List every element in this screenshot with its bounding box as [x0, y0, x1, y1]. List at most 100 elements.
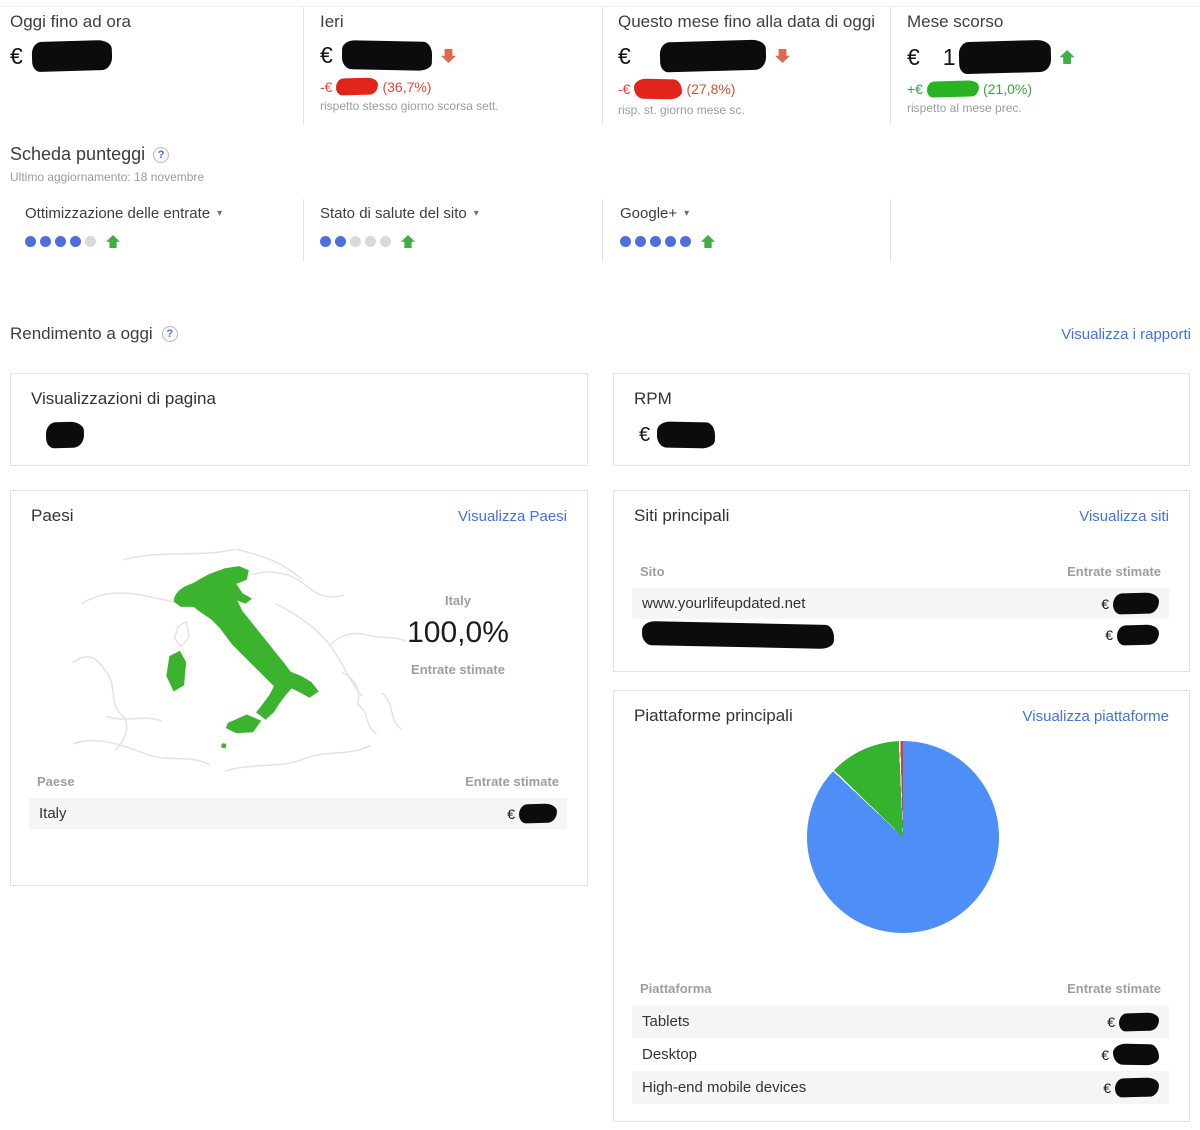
scorecard-header: Scheda punteggi ? Ultimo aggiornamento: …: [10, 144, 204, 184]
stat-delta: -€ (27,8%): [618, 78, 890, 100]
table-header: Paese Entrate stimate: [29, 774, 567, 798]
score-dot-empty: [365, 236, 376, 247]
sicily-shape: [225, 714, 262, 734]
island-dot: [221, 743, 227, 749]
card-title: Paesi: [31, 506, 74, 525]
table-row: High-end mobile devices €: [632, 1071, 1169, 1104]
country-info: Italy 100,0% Entrate stimate: [363, 593, 553, 677]
scorecard-item-googleplus: Google+ ▾: [602, 199, 890, 262]
score-dot-filled: [320, 236, 331, 247]
table-header: Sito Entrate stimate: [632, 564, 1169, 588]
score-dots: [620, 235, 890, 248]
redacted-delta: [926, 80, 980, 98]
stat-note: risp. st. giorno mese sc.: [618, 103, 745, 117]
view-countries-link[interactable]: Visualizza Paesi: [458, 508, 567, 525]
chevron-down-icon: ▾: [684, 208, 690, 219]
redacted-value: [659, 39, 767, 73]
currency-symbol: €: [1101, 595, 1109, 612]
view-sites-link[interactable]: Visualizza siti: [1079, 508, 1169, 525]
score-dots: [25, 235, 303, 248]
chevron-down-icon: ▾: [217, 208, 223, 219]
stats-row: Oggi fino ad ora € Ieri € -€ (36,7%) ris…: [0, 6, 1200, 130]
row-value: €: [1105, 623, 1160, 646]
countries-table: Paese Entrate stimate Italy €: [29, 774, 567, 829]
stat-delta: +€ (21,0%): [907, 80, 1200, 98]
delta-prefix: -€: [618, 81, 631, 97]
row-value: €: [1101, 592, 1160, 615]
trend-up-icon: [106, 235, 120, 248]
redacted-value: [518, 803, 558, 824]
currency-symbol: €: [320, 42, 333, 68]
map-svg: [72, 548, 407, 772]
stat-value: €: [10, 39, 303, 73]
stat-value: €: [618, 39, 890, 73]
rpm-card: RPM €: [613, 373, 1190, 466]
view-platforms-link[interactable]: Visualizza piattaforme: [1022, 708, 1169, 725]
country-metric-label: Entrate stimate: [411, 662, 505, 677]
countries-card: Paesi Visualizza Paesi: [10, 490, 588, 886]
scorecard-dropdown[interactable]: Stato di salute del sito ▾: [320, 205, 479, 222]
delta-percent: (21,0%): [982, 81, 1032, 97]
currency-symbol: €: [10, 42, 23, 69]
view-reports-link[interactable]: Visualizza i rapporti: [1061, 325, 1191, 343]
row-value: €: [1101, 1043, 1160, 1066]
stat-value: € 1: [907, 39, 1200, 75]
pageviews-card: Visualizzazioni di pagina: [10, 373, 588, 466]
stat-card-today: Oggi fino ad ora €: [0, 7, 303, 125]
row-value: €: [1107, 1011, 1160, 1032]
trend-up-icon: [401, 235, 415, 248]
row-label: Tablets: [642, 1013, 690, 1030]
redacted-value: [1114, 1077, 1160, 1098]
currency-symbol: €: [1103, 1079, 1111, 1096]
score-dot-filled: [650, 236, 661, 247]
chevron-down-icon: ▾: [473, 208, 479, 219]
stat-title: Questo mese fino alla data di oggi: [618, 12, 876, 31]
scorecard-title: Scheda punteggi: [10, 144, 146, 164]
trend-up-icon: [1059, 50, 1075, 64]
card-title: Siti principali: [634, 506, 730, 525]
score-dot-filled: [25, 236, 36, 247]
platforms-table: Piattaforma Entrate stimate Tablets € De…: [632, 981, 1169, 1104]
redacted-value: [656, 421, 716, 449]
redacted-value: [958, 39, 1052, 75]
score-dot-filled: [635, 236, 646, 247]
sardinia-shape: [166, 650, 187, 692]
scorecard-dropdown[interactable]: Google+ ▾: [620, 205, 689, 222]
score-dot-empty: [350, 236, 361, 247]
help-icon[interactable]: ?: [153, 146, 170, 163]
row-value: €: [1103, 1077, 1160, 1098]
currency-symbol: €: [507, 805, 515, 822]
currency-symbol: €: [1105, 626, 1113, 643]
stat-card-yesterday: Ieri € -€ (36,7%) rispetto stesso giorno…: [303, 7, 602, 125]
trend-up-icon: [701, 235, 715, 248]
country-name: Italy: [444, 593, 471, 608]
redacted-value: [31, 39, 113, 73]
help-icon[interactable]: ?: [161, 326, 178, 342]
top-sites-card: Siti principali Visualizza siti Sito Ent…: [613, 490, 1190, 672]
column-header: Entrate stimate: [465, 774, 559, 789]
scorecard-dropdown[interactable]: Ottimizzazione delle entrate ▾: [25, 205, 222, 222]
redacted-value: [45, 421, 85, 449]
performance-title: Rendimento a oggi: [10, 324, 153, 343]
sites-table: Sito Entrate stimate www.yourlifeupdated…: [632, 564, 1169, 650]
stat-note: rispetto stesso giorno scorsa sett.: [320, 99, 499, 113]
delta-prefix: +€: [907, 81, 923, 97]
scorecard-label: Google+: [620, 205, 678, 222]
table-row: Desktop €: [632, 1038, 1169, 1071]
row-label: www.yourlifeupdated.net: [642, 595, 806, 612]
card-title: Piattaforme principali: [634, 706, 793, 725]
score-dot-filled: [70, 236, 81, 247]
score-dot-empty: [380, 236, 391, 247]
redacted-delta: [336, 77, 379, 96]
column-header: Entrate stimate: [1067, 981, 1161, 996]
redacted-value: [1112, 1043, 1160, 1066]
card-title: RPM: [634, 389, 672, 408]
table-row: Tablets €: [632, 1005, 1169, 1038]
score-dot-filled: [40, 236, 51, 247]
score-dot-filled: [620, 236, 631, 247]
score-dot-filled: [665, 236, 676, 247]
scorecard-empty-col: [890, 199, 1200, 262]
score-dot-filled: [55, 236, 66, 247]
stat-title: Mese scorso: [907, 12, 1004, 31]
